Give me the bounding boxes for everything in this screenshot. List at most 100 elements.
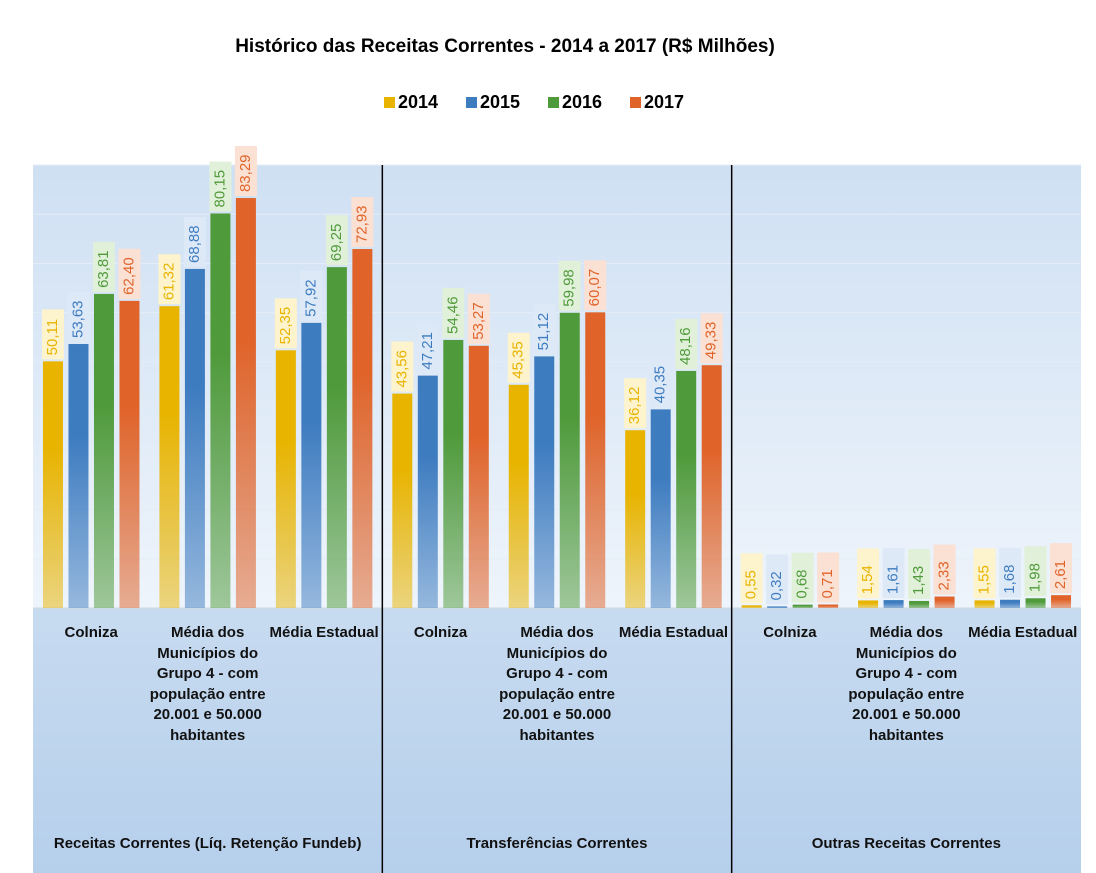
value-label-bg [933,544,956,595]
value-label: 2,33 [936,561,953,590]
value-label: 0,55 [743,570,760,599]
bar [235,198,256,608]
value-label-bg [507,332,530,383]
value-label-bg [999,547,1022,598]
bar [443,339,464,608]
value-label: 1,55 [975,565,992,594]
value-label: 36,12 [626,387,643,425]
value-label: 63,81 [95,250,112,288]
value-label-bg [67,292,90,343]
bar [934,596,955,608]
value-label: 52,35 [277,307,294,345]
value-label: 83,29 [237,154,254,192]
value-label-bg [740,553,763,604]
x-tick-label: Colniza [413,624,468,641]
bar [68,344,89,608]
value-label: 1,68 [1001,565,1018,594]
x-tick-label: Média Estadual [269,624,379,641]
bar [1051,595,1072,608]
bar [701,365,722,608]
value-label: 0,32 [768,571,785,600]
x-tick-label: Média dos Municípios do Grupo 4 - com po… [499,624,615,744]
value-label-bg [766,554,789,605]
value-label: 1,43 [910,566,927,595]
value-label-bg [973,548,996,599]
value-label-bg [857,548,880,599]
value-label-bg [1050,543,1073,594]
value-label: 60,07 [586,269,603,307]
value-label: 53,63 [69,300,86,338]
value-label-bg [624,378,647,429]
value-label-bg [675,318,698,369]
value-label-bg [1024,546,1047,597]
value-label: 49,33 [703,322,720,360]
value-label: 1,54 [859,565,876,594]
value-label-bg [533,304,556,355]
value-label: 61,32 [160,263,177,301]
value-label-bg [183,216,206,267]
bar [392,393,413,608]
legend-label: 2015 [480,92,520,112]
value-label: 1,98 [1026,563,1043,592]
x-tick-label: Colniza [763,624,817,641]
value-label-bg [118,248,141,299]
chart-title: Histórico das Receitas Correntes - 2014 … [235,36,775,57]
value-label: 54,46 [444,296,461,334]
bar [858,600,879,608]
bar [1025,598,1046,608]
value-label: 45,35 [510,341,527,379]
x-tick-label: Média Estadual [968,624,1078,641]
value-label-bg [882,548,905,599]
value-label-bg [351,197,374,248]
bar [585,312,606,608]
bar [625,430,646,608]
value-label: 47,21 [419,332,436,370]
value-label-bg [791,552,814,603]
value-label-bg [158,254,181,305]
plot-area [33,165,1081,608]
legend-label: 2017 [644,92,684,112]
legend-swatch [630,97,641,108]
bar [676,370,697,608]
value-label-bg [908,548,931,599]
bar [326,267,347,608]
bar [468,345,489,608]
bar [184,268,205,608]
value-label-bg [41,309,64,360]
x-tick-label: Média dos Municípios do Grupo 4 - com po… [149,624,266,744]
value-label: 0,71 [819,569,836,598]
bar [974,600,995,608]
bar [792,604,813,608]
value-label: 80,15 [211,170,228,208]
value-label-bg [442,287,465,338]
bar [417,375,438,608]
bar [741,605,762,608]
x-tick-label: Média dos Municípios do Grupo 4 - com po… [848,624,965,744]
value-label-bg [700,313,723,364]
bar [818,604,839,608]
value-label: 69,25 [328,224,345,262]
x-tick-label: Média Estadual [618,624,729,641]
value-label: 59,98 [561,269,578,307]
bar [275,350,296,608]
value-label-bg [558,260,581,311]
group-label: Outras Receitas Correntes [811,835,1001,852]
value-label-bg [325,215,348,266]
value-label: 48,16 [677,327,694,365]
legend-swatch [548,97,559,108]
value-label: 43,56 [393,350,410,388]
value-label: 62,40 [120,257,137,295]
bar [42,361,63,608]
bar [559,312,580,608]
value-label-bg [300,270,323,321]
group-label: Transferências Correntes [466,835,648,852]
value-label: 68,88 [186,225,203,263]
value-label: 50,11 [44,319,61,355]
bar [508,384,529,608]
value-label-bg [92,241,115,292]
bar [909,600,930,608]
bar [159,306,180,608]
value-label-bg [584,260,607,311]
value-label: 40,35 [652,366,669,404]
